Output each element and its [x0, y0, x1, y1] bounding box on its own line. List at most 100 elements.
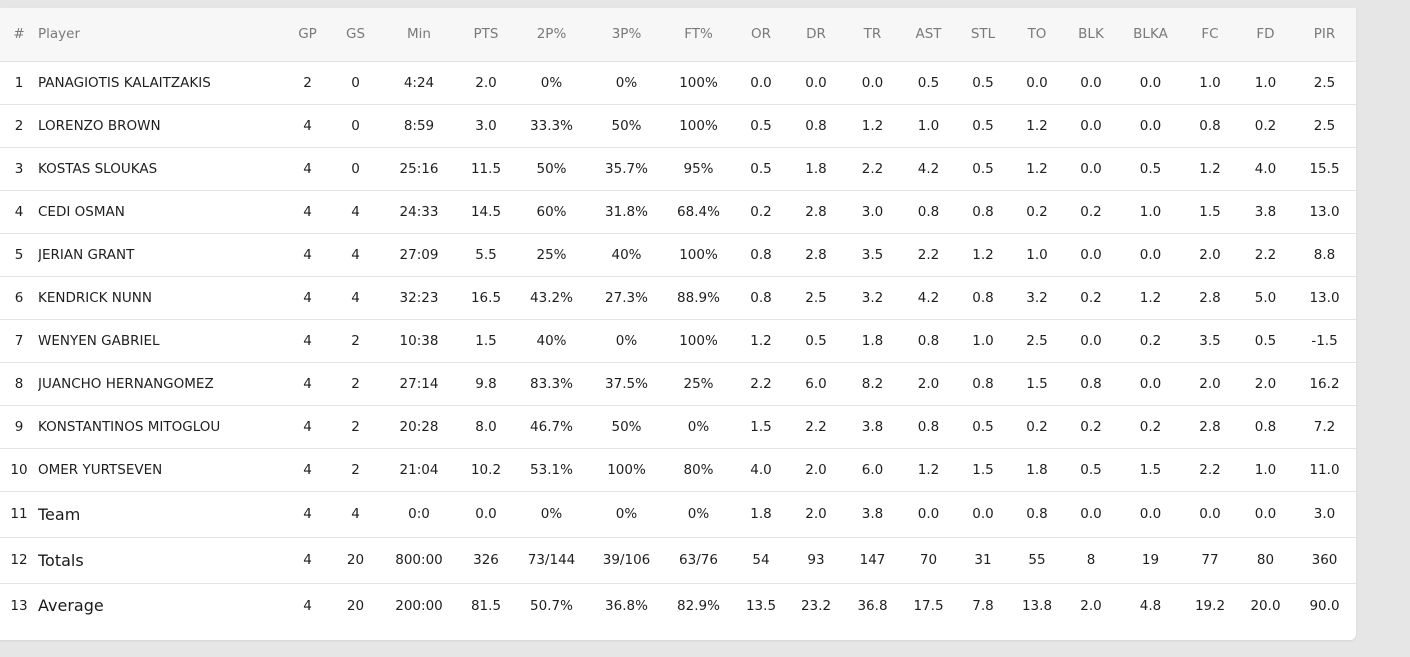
cell-gp: 4 [303, 289, 312, 306]
cell-ast: 17.5 [913, 597, 944, 614]
column-header-tr[interactable]: TR [863, 26, 882, 43]
summary-label: Team [38, 504, 81, 524]
cell-pir: 360 [1311, 552, 1338, 568]
cell-gs: 0 [351, 117, 360, 134]
cell-tr: 0.0 [861, 74, 884, 91]
column-header-ft-pct[interactable]: FT% [684, 26, 713, 43]
column-header-to[interactable]: TO [1027, 26, 1047, 43]
cell-2p-pct: 46.7% [530, 418, 573, 435]
cell-stl: 1.5 [972, 461, 994, 478]
cell-gp: 4 [303, 375, 312, 392]
column-header-blk[interactable]: BLK [1078, 26, 1104, 43]
cell-ft-pct: 100% [679, 74, 718, 91]
column-header-player[interactable]: Player [38, 26, 81, 43]
cell-to: 3.2 [1026, 289, 1048, 306]
cell-min: 0:0 [408, 506, 430, 522]
cell-ast: 0.8 [917, 332, 940, 349]
stats-table-card: # Player GP GS Min PTS 2P% 3P% FT% OR DR TR AST STL TO… [0, 8, 1356, 640]
cell-dr: 93 [807, 552, 825, 568]
cell-gs: 4 [351, 289, 360, 306]
cell-gs: 2 [351, 418, 360, 435]
player-name: PANAGIOTIS KALAITZAKIS [38, 74, 211, 91]
cell-gp: 4 [303, 506, 312, 522]
column-header-2p-pct[interactable]: 2P% [536, 26, 567, 43]
cell-fc: 1.0 [1199, 74, 1221, 91]
cell-dr: 2.8 [805, 246, 827, 263]
cell-fc: 2.2 [1199, 461, 1221, 478]
column-header-num[interactable]: # [13, 26, 25, 43]
cell-ft-pct: 0% [687, 418, 710, 435]
cell-dr: 2.0 [805, 461, 827, 478]
column-header-pts[interactable]: PTS [473, 26, 499, 43]
cell-gs: 0 [351, 74, 360, 91]
cell-min: 24:33 [399, 203, 439, 220]
cell-ft-pct: 100% [679, 332, 718, 349]
cell-dr: 0.8 [805, 117, 827, 134]
column-header-stl[interactable]: STL [970, 26, 996, 43]
column-header-fc[interactable]: FC [1201, 26, 1219, 43]
cell-blk: 0.8 [1080, 375, 1102, 392]
cell-to: 0.0 [1026, 74, 1048, 91]
cell-fd: 3.8 [1254, 203, 1277, 220]
cell-blka: 1.5 [1139, 461, 1162, 478]
cell-pir: 2.5 [1313, 74, 1336, 91]
column-header-pir[interactable]: PIR [1313, 26, 1336, 43]
cell-pir: 13.0 [1309, 203, 1340, 220]
cell-fd: 5.0 [1254, 289, 1277, 306]
cell-fc: 0.0 [1199, 506, 1221, 522]
cell-blka: 1.2 [1139, 289, 1162, 306]
cell-blka: 4.8 [1139, 597, 1162, 614]
cell-blk: 0.2 [1080, 418, 1102, 435]
column-header-fd[interactable]: FD [1256, 26, 1275, 43]
column-header-gs[interactable]: GS [345, 26, 366, 43]
cell-ft-pct: 100% [679, 117, 718, 134]
column-header-or[interactable]: OR [750, 26, 771, 43]
cell-or: 4.0 [750, 461, 772, 478]
cell-tr: 147 [859, 552, 886, 568]
table-row: 5 JERIAN GRANT 4 4 27:09 5.5 25% 40% 100% 0.8 2.8 3… [0, 233, 1356, 276]
cell-num: 8 [14, 375, 24, 392]
cell-fc: 19.2 [1194, 597, 1226, 614]
cell-to: 1.2 [1026, 160, 1048, 177]
cell-3p-pct: 50% [611, 117, 642, 134]
summary-label: Average [38, 596, 104, 616]
cell-min: 27:14 [399, 375, 439, 392]
cell-ast: 2.0 [917, 375, 940, 392]
cell-num: 1 [14, 74, 24, 91]
cell-2p-pct: 25% [536, 246, 567, 263]
column-header-dr[interactable]: DR [806, 26, 826, 43]
cell-ast: 1.2 [917, 461, 940, 478]
cell-blk: 2.0 [1080, 597, 1102, 614]
column-header-min[interactable]: Min [407, 26, 431, 43]
cell-dr: 2.5 [805, 289, 827, 306]
cell-stl: 1.2 [972, 246, 994, 263]
cell-to: 2.5 [1026, 332, 1048, 349]
cell-gp: 4 [303, 461, 312, 478]
cell-blk: 0.0 [1080, 246, 1102, 263]
cell-2p-pct: 0% [540, 506, 563, 522]
player-name: LORENZO BROWN [38, 117, 161, 134]
column-header-3p-pct[interactable]: 3P% [611, 26, 642, 43]
player-name: KOSTAS SLOUKAS [38, 160, 158, 177]
column-header-gp[interactable]: GP [298, 26, 317, 43]
cell-ast: 0.0 [917, 506, 940, 522]
cell-3p-pct: 0% [615, 74, 638, 91]
cell-dr: 0.5 [805, 332, 827, 349]
cell-pir: 8.8 [1313, 246, 1336, 263]
table-row: 4 CEDI OSMAN 4 4 24:33 14.5 60% 31.8% 68.4% 0.2 2.… [0, 190, 1356, 233]
cell-num: 13 [10, 597, 28, 614]
cell-min: 200:00 [395, 597, 443, 614]
cell-ast: 70 [919, 552, 938, 568]
cell-gs: 4 [351, 246, 360, 263]
cell-fc: 1.2 [1199, 160, 1221, 177]
cell-ft-pct: 0% [687, 506, 710, 522]
cell-num: 7 [14, 332, 24, 349]
column-header-ast[interactable]: AST [915, 26, 942, 43]
cell-num: 11 [10, 506, 28, 522]
cell-blka: 0.5 [1139, 160, 1162, 177]
cell-min: 27:09 [399, 246, 439, 263]
cell-ft-pct: 25% [683, 375, 714, 392]
cell-fc: 2.8 [1199, 418, 1221, 435]
column-header-blka[interactable]: BLKA [1133, 26, 1168, 43]
cell-gp: 4 [303, 597, 312, 614]
